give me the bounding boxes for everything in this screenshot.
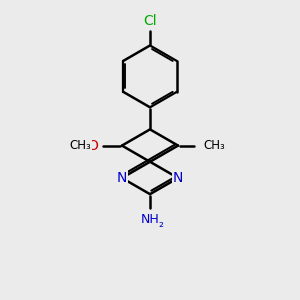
Text: NH: NH (141, 213, 159, 226)
Text: N: N (117, 171, 127, 185)
Text: O: O (88, 139, 98, 153)
Text: ₂: ₂ (158, 217, 163, 230)
Text: CH₃: CH₃ (203, 139, 225, 152)
Text: Cl: Cl (143, 14, 157, 28)
Text: N: N (173, 171, 183, 185)
Text: CH₃: CH₃ (70, 139, 92, 152)
